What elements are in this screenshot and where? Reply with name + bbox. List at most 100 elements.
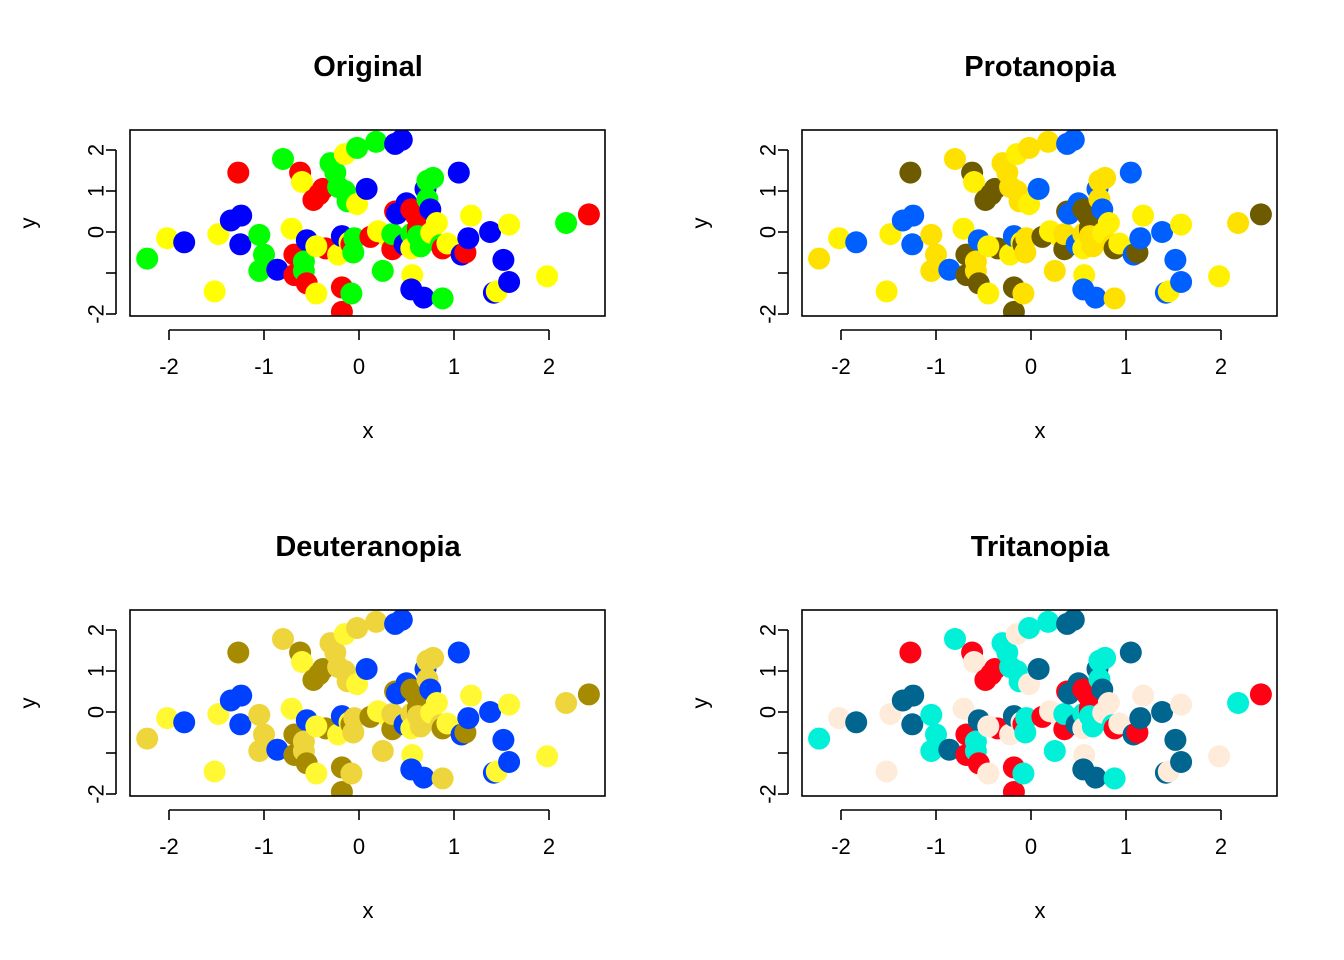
y-tick-label: 2: [84, 144, 109, 156]
y-tick-label: 0: [756, 706, 781, 718]
data-point: [1062, 610, 1085, 631]
data-point: [492, 248, 515, 271]
y-tick-label: 1: [756, 665, 781, 677]
data-point: [253, 723, 275, 746]
data-point: [902, 204, 925, 227]
x-tick-label: -2: [831, 834, 851, 859]
data-point: [460, 684, 483, 707]
data-point: [340, 282, 363, 305]
data-point: [875, 280, 898, 303]
points-layer: [808, 610, 1272, 796]
data-point: [555, 212, 578, 234]
data-point: [447, 161, 470, 184]
data-point: [1094, 646, 1117, 669]
data-point: [460, 204, 483, 227]
data-point: [203, 280, 226, 303]
x-tick-label: 0: [1025, 834, 1037, 859]
data-point: [1208, 265, 1231, 288]
data-point: [944, 628, 966, 650]
data-point: [479, 221, 502, 243]
data-point: [944, 148, 966, 170]
data-point: [952, 217, 975, 240]
y-tick-label: 2: [756, 624, 781, 636]
x-tick-label: 0: [353, 834, 365, 859]
data-point: [305, 235, 328, 258]
data-point: [938, 738, 961, 761]
data-point: [390, 610, 413, 631]
panel-title: Tritanopia: [971, 531, 1110, 563]
x-tick-label: 2: [1215, 834, 1227, 859]
x-axis-label: x: [363, 418, 374, 443]
y-tick-label: 0: [84, 226, 109, 238]
y-axis-label: y: [16, 698, 41, 709]
data-point: [136, 727, 159, 750]
x-axis-label: x: [1035, 418, 1046, 443]
data-point: [340, 762, 363, 785]
data-point: [952, 697, 975, 720]
y-tick-label: -2: [756, 784, 781, 804]
data-point: [136, 247, 159, 270]
data-point: [1170, 271, 1193, 293]
data-point: [1018, 136, 1041, 159]
data-point: [1170, 693, 1193, 716]
data-point: [266, 258, 289, 281]
y-tick-label: 0: [756, 226, 781, 238]
x-tick-label: 2: [1215, 354, 1227, 379]
y-tick-label: -2: [756, 304, 781, 324]
y-axis-label: y: [16, 218, 41, 229]
data-point: [1208, 745, 1231, 768]
data-point: [577, 683, 600, 706]
data-point: [1084, 286, 1107, 309]
data-point: [901, 233, 924, 256]
data-point: [1037, 130, 1060, 153]
data-point: [1227, 212, 1250, 234]
data-point: [447, 641, 470, 664]
x-tick-label: 2: [543, 354, 555, 379]
panel-tritanopia: Tritanopia -2 -1 0 1 2 x 2 1 0 -2 y: [688, 531, 1278, 923]
data-point: [266, 738, 289, 761]
panel-title: Original: [313, 51, 423, 83]
data-point: [925, 723, 947, 746]
data-point: [1012, 762, 1035, 785]
data-point: [227, 641, 250, 664]
y-tick-label: 1: [756, 185, 781, 197]
points-layer: [136, 610, 600, 796]
y-axis-label: y: [688, 698, 713, 709]
data-point: [280, 697, 303, 720]
plot-frame: [129, 609, 606, 797]
data-point: [920, 703, 943, 726]
data-point: [977, 715, 1000, 738]
data-point: [1002, 300, 1025, 316]
data-point: [1132, 204, 1155, 227]
data-point: [498, 693, 521, 716]
data-point: [330, 300, 353, 316]
data-point: [536, 745, 559, 768]
data-point: [272, 628, 294, 650]
data-point: [1129, 707, 1152, 730]
points-layer: [136, 130, 600, 316]
data-point: [1097, 692, 1120, 714]
data-point: [901, 713, 924, 736]
data-point: [173, 711, 196, 734]
data-point: [343, 707, 366, 730]
data-point: [875, 760, 898, 783]
data-point: [808, 247, 831, 270]
data-point: [828, 227, 851, 250]
y-tick-label: 2: [84, 624, 109, 636]
data-point: [1170, 213, 1193, 236]
data-point: [425, 692, 448, 714]
x-tick-label: -1: [926, 834, 946, 859]
data-point: [422, 166, 445, 189]
data-point: [248, 703, 271, 726]
data-point: [1129, 227, 1152, 250]
data-point: [412, 766, 435, 789]
data-point: [272, 148, 294, 170]
panel-deuteranopia: Deuteranopia -2 -1 0 1 2 x 2 1 0 -2 y: [16, 531, 606, 923]
data-point: [1151, 701, 1174, 723]
y-tick-label: 2: [756, 144, 781, 156]
data-point: [845, 231, 868, 254]
x-tick-label: 1: [448, 354, 460, 379]
data-point: [963, 171, 985, 193]
data-point: [1132, 684, 1155, 707]
x-tick-label: -2: [831, 354, 851, 379]
